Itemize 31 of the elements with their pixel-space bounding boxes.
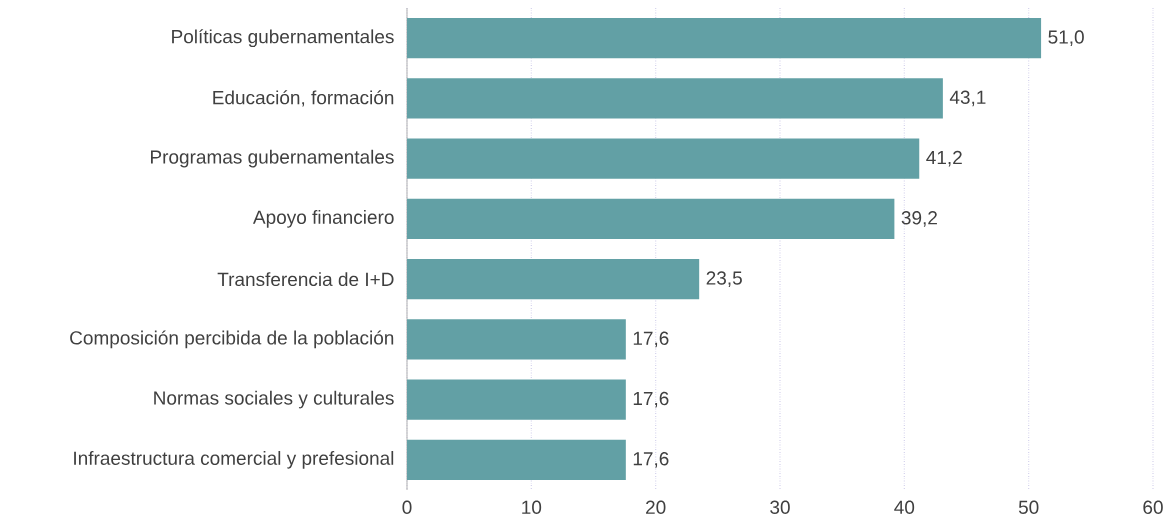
- data-label: 23,5: [706, 271, 742, 287]
- x-tick-label: 50: [1018, 500, 1039, 514]
- y-tick-label: Transferencia de I+D: [217, 272, 394, 287]
- bar: [407, 379, 626, 420]
- data-label: 17,6: [633, 331, 669, 348]
- x-tick-label: 40: [894, 500, 915, 514]
- y-tick-label: Educación, formación: [213, 90, 394, 107]
- x-tick-label: 10: [522, 500, 542, 514]
- bar: [407, 319, 626, 360]
- x-tick-label: 30: [770, 500, 790, 514]
- bar: [407, 198, 895, 240]
- y-tick-label: Políticas gubernamentales: [172, 29, 394, 48]
- data-label: 17,6: [633, 391, 669, 408]
- data-label: 43,1: [949, 90, 986, 107]
- y-tick-label: Normas sociales y culturales: [154, 390, 394, 409]
- bar: [407, 439, 626, 481]
- y-tick-label: Composición percibida de la población: [70, 330, 394, 349]
- y-tick-label: Infraestructura comercial y prefesional: [74, 451, 394, 469]
- bar: [407, 78, 943, 119]
- x-tick-label: 60: [1143, 500, 1163, 514]
- data-label: 41,2: [926, 150, 962, 167]
- data-label: 51,0: [1048, 30, 1084, 46]
- bar: [407, 138, 920, 179]
- y-tick-label: Programas gubernamentales: [151, 149, 394, 168]
- bar: [407, 258, 700, 300]
- x-tick-label: 20: [646, 500, 666, 514]
- y-tick-label: Apoyo financiero: [252, 210, 394, 228]
- data-label: 39,2: [901, 211, 937, 227]
- data-label: 17,6: [633, 452, 669, 468]
- bar: [407, 17, 1042, 59]
- x-tick-label: 0: [402, 500, 412, 514]
